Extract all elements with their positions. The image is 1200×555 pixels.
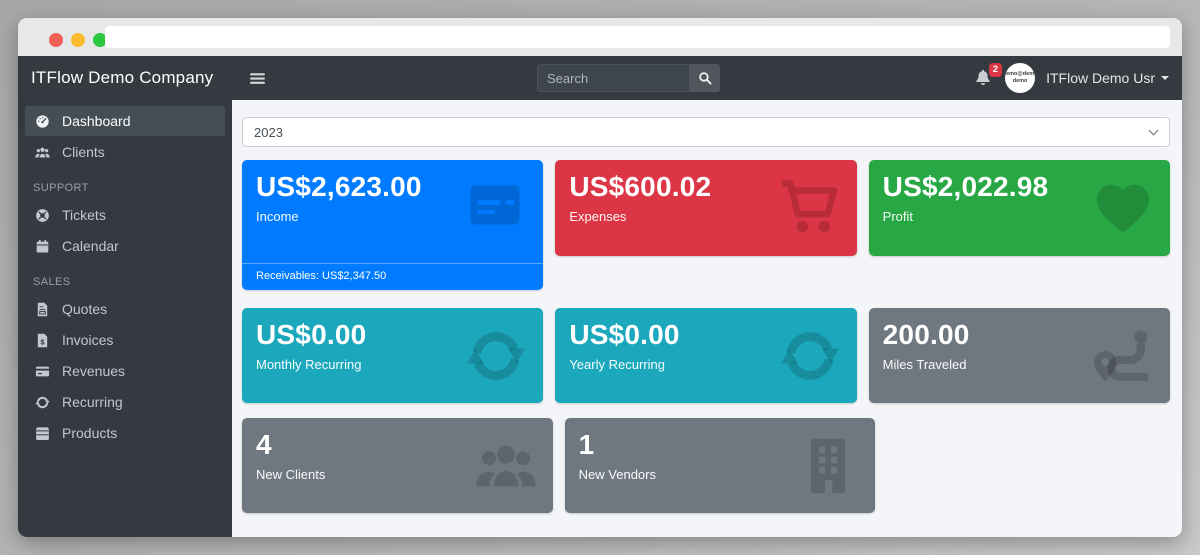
- navbar-right-cluster: 2 demo@demo demo ITFlow Demo Usr: [974, 56, 1169, 100]
- income-card: US$2,623.00 Income Receivables: US$2,347…: [242, 160, 544, 290]
- sidebar-item-label: Clients: [62, 144, 105, 160]
- sidebar-item-label: Revenues: [62, 363, 126, 379]
- sidebar-item-label: Recurring: [62, 394, 123, 410]
- users-icon: [33, 145, 51, 160]
- calendar-icon: [33, 239, 51, 254]
- life-ring-icon: [33, 208, 51, 223]
- avatar-text-line2: demo: [1012, 78, 1028, 84]
- file-invoice-dollar-icon: [33, 333, 51, 348]
- dashboard-content: 2023 US$2,623.00 Income Receivables: US$…: [232, 100, 1182, 537]
- search-icon: [698, 71, 712, 85]
- yearly-recurring-value: US$0.00: [569, 319, 680, 350]
- credit-card-icon: [33, 364, 51, 379]
- empty-grid-cell: [887, 418, 1170, 513]
- chevron-down-icon: [1148, 125, 1159, 136]
- sidebar-item-tickets[interactable]: Tickets: [25, 200, 225, 230]
- zoom-window-button[interactable]: [93, 33, 107, 47]
- sidebar-item-products[interactable]: Products: [25, 418, 225, 448]
- notifications-button[interactable]: 2: [974, 63, 1003, 88]
- company-brand-link[interactable]: ITFlow Demo Company: [31, 68, 214, 87]
- profit-card: US$2,022.98 Profit: [868, 160, 1170, 256]
- miles-traveled-value: 200.00: [882, 319, 970, 350]
- income-value: US$2,623.00: [256, 171, 422, 202]
- shopping-cart-icon: [779, 177, 841, 239]
- close-window-button[interactable]: [49, 33, 63, 47]
- sync-icon: [465, 325, 527, 387]
- minimize-window-button[interactable]: [71, 33, 85, 47]
- miles-traveled-card: 200.00 Miles Traveled: [868, 308, 1170, 403]
- sidebar-item-invoices[interactable]: Invoices: [25, 325, 225, 355]
- user-menu-dropdown[interactable]: ITFlow Demo Usr: [1046, 70, 1169, 86]
- income-label: Income: [256, 209, 299, 225]
- yearly-recurring-label: Yearly Recurring: [569, 357, 665, 373]
- sidebar-item-label: Products: [62, 425, 118, 441]
- miles-traveled-label: Miles Traveled: [882, 357, 967, 373]
- profit-label: Profit: [882, 209, 913, 225]
- new-clients-card: 4 New Clients: [242, 418, 553, 513]
- avatar-text-line1: demo@demo: [1005, 70, 1035, 77]
- sync-icon: [33, 395, 51, 410]
- sidebar-item-quotes[interactable]: Quotes: [25, 294, 225, 324]
- sidebar-item-label: Quotes: [62, 301, 108, 317]
- new-vendors-card: 1 New Vendors: [564, 418, 876, 513]
- new-vendors-label: New Vendors: [578, 467, 656, 483]
- new-clients-value: 4: [256, 429, 272, 460]
- sidebar: Dashboard Clients SUPPORT Tickets Calend…: [18, 100, 232, 537]
- expenses-label: Expenses: [569, 209, 627, 225]
- route-icon: [1092, 325, 1154, 387]
- notification-count-badge: 2: [988, 63, 1003, 77]
- heart-icon: [1092, 177, 1154, 239]
- expenses-value: US$600.02: [569, 171, 712, 202]
- expenses-card: US$600.02 Expenses: [555, 160, 857, 256]
- sync-icon: [779, 325, 841, 387]
- new-clients-label: New Clients: [256, 467, 326, 483]
- users-icon: [475, 435, 537, 497]
- user-name-label: ITFlow Demo Usr: [1046, 70, 1155, 86]
- new-vendors-value: 1: [578, 429, 595, 460]
- year-select-value: 2023: [254, 124, 283, 140]
- sidebar-item-label: Tickets: [62, 207, 106, 223]
- sidebar-item-label: Calendar: [62, 238, 119, 254]
- monthly-recurring-value: US$0.00: [256, 319, 367, 350]
- monthly-recurring-label: Monthly Recurring: [256, 357, 362, 373]
- sidebar-section-sales: SALES: [33, 276, 71, 288]
- sidebar-item-label: Dashboard: [62, 113, 131, 129]
- gauge-icon: [33, 114, 51, 129]
- profit-value: US$2,022.98: [882, 171, 1049, 202]
- top-navbar: ITFlow Demo Company 2 demo@demo demo: [18, 56, 1182, 100]
- hamburger-menu-icon[interactable]: [249, 70, 266, 87]
- sidebar-item-dashboard[interactable]: Dashboard: [25, 106, 225, 136]
- browser-window: ITFlow Demo Company 2 demo@demo demo: [18, 18, 1182, 537]
- sidebar-item-label: Invoices: [62, 332, 114, 348]
- search-button[interactable]: [689, 64, 720, 92]
- year-select[interactable]: 2023: [242, 117, 1170, 147]
- sidebar-item-recurring[interactable]: Recurring: [25, 387, 225, 417]
- avatar[interactable]: demo@demo demo: [1005, 63, 1036, 93]
- stat-cards: US$2,623.00 Income Receivables: US$2,347…: [242, 160, 1170, 513]
- chevron-down-icon: [1161, 76, 1169, 80]
- yearly-recurring-card: US$0.00 Yearly Recurring: [555, 308, 857, 403]
- sidebar-item-calendar[interactable]: Calendar: [25, 231, 225, 261]
- sidebar-item-clients[interactable]: Clients: [25, 137, 225, 167]
- credit-card-icon: [463, 177, 527, 233]
- sidebar-section-support: SUPPORT: [33, 182, 89, 194]
- search-input[interactable]: [537, 64, 689, 92]
- building-icon: [797, 435, 859, 497]
- navbar-search: [537, 64, 720, 92]
- file-invoice-icon: [33, 302, 51, 317]
- income-receivables: Receivables: US$2,347.50: [242, 263, 544, 290]
- browser-titlebar: [18, 18, 1182, 56]
- monthly-recurring-card: US$0.00 Monthly Recurring: [242, 308, 544, 403]
- address-bar[interactable]: [105, 26, 1170, 48]
- sidebar-item-revenues[interactable]: Revenues: [25, 356, 225, 386]
- box-icon: [33, 426, 51, 441]
